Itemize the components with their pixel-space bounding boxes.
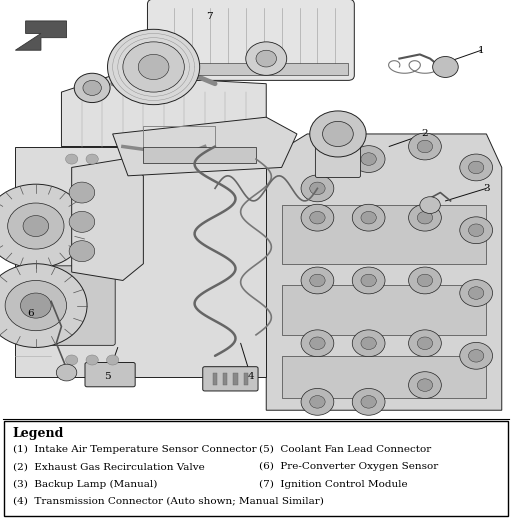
Circle shape bbox=[361, 212, 376, 224]
Circle shape bbox=[468, 224, 484, 237]
Text: 7: 7 bbox=[207, 12, 213, 21]
Circle shape bbox=[83, 81, 101, 96]
Text: 1: 1 bbox=[478, 46, 484, 55]
Bar bbox=[154, 63, 348, 75]
Circle shape bbox=[256, 50, 276, 67]
Circle shape bbox=[417, 140, 433, 153]
Circle shape bbox=[8, 203, 64, 249]
Text: (3)  Backup Lamp (Manual): (3) Backup Lamp (Manual) bbox=[13, 479, 157, 489]
Circle shape bbox=[361, 337, 376, 349]
Circle shape bbox=[5, 280, 67, 331]
Circle shape bbox=[468, 161, 484, 174]
Circle shape bbox=[74, 73, 110, 102]
Circle shape bbox=[69, 182, 95, 203]
Polygon shape bbox=[72, 159, 143, 280]
Circle shape bbox=[352, 267, 385, 294]
Circle shape bbox=[310, 212, 325, 224]
Text: 5: 5 bbox=[104, 372, 111, 381]
Circle shape bbox=[433, 57, 458, 77]
Bar bbox=[233, 372, 238, 385]
Text: 6: 6 bbox=[28, 309, 34, 318]
Circle shape bbox=[460, 154, 493, 181]
Bar bbox=[244, 372, 248, 385]
Circle shape bbox=[460, 342, 493, 369]
Circle shape bbox=[352, 146, 385, 173]
Circle shape bbox=[323, 121, 353, 147]
Circle shape bbox=[310, 111, 366, 157]
Bar bbox=[282, 356, 486, 398]
Bar bbox=[282, 284, 486, 335]
Circle shape bbox=[246, 42, 287, 75]
Circle shape bbox=[417, 212, 433, 224]
Text: (4)  Transmission Connector (Auto shown; Manual Similar): (4) Transmission Connector (Auto shown; … bbox=[13, 497, 324, 505]
Text: (6)  Pre-Converter Oxygen Sensor: (6) Pre-Converter Oxygen Sensor bbox=[259, 462, 438, 471]
Circle shape bbox=[409, 133, 441, 160]
Circle shape bbox=[420, 197, 440, 214]
Circle shape bbox=[468, 287, 484, 300]
Circle shape bbox=[361, 396, 376, 408]
Circle shape bbox=[106, 355, 119, 365]
Circle shape bbox=[310, 274, 325, 287]
Text: (2)  Exhaust Gas Recirculation Valve: (2) Exhaust Gas Recirculation Valve bbox=[13, 462, 205, 471]
Circle shape bbox=[460, 280, 493, 306]
Polygon shape bbox=[113, 117, 297, 176]
Circle shape bbox=[361, 153, 376, 165]
Circle shape bbox=[66, 154, 78, 164]
Circle shape bbox=[0, 184, 87, 268]
Text: 2: 2 bbox=[422, 129, 428, 138]
Circle shape bbox=[417, 379, 433, 392]
Circle shape bbox=[468, 349, 484, 362]
Text: Legend: Legend bbox=[13, 427, 64, 440]
Circle shape bbox=[310, 182, 325, 194]
Bar bbox=[143, 147, 256, 163]
Bar bbox=[282, 205, 486, 264]
Circle shape bbox=[301, 204, 334, 231]
Circle shape bbox=[301, 388, 334, 415]
Circle shape bbox=[352, 330, 385, 357]
Polygon shape bbox=[61, 75, 266, 147]
Bar bbox=[223, 372, 227, 385]
Polygon shape bbox=[15, 147, 266, 376]
Circle shape bbox=[69, 241, 95, 262]
Polygon shape bbox=[266, 134, 502, 410]
Circle shape bbox=[20, 293, 51, 318]
Circle shape bbox=[301, 330, 334, 357]
Circle shape bbox=[460, 217, 493, 244]
Circle shape bbox=[409, 330, 441, 357]
Circle shape bbox=[352, 204, 385, 231]
Circle shape bbox=[409, 372, 441, 398]
Bar bbox=[213, 372, 217, 385]
Text: 3: 3 bbox=[483, 184, 489, 193]
Circle shape bbox=[86, 154, 98, 164]
Circle shape bbox=[69, 212, 95, 232]
Circle shape bbox=[352, 388, 385, 415]
Text: (1)  Intake Air Temperature Sensor Connector: (1) Intake Air Temperature Sensor Connec… bbox=[13, 445, 257, 454]
Text: 4: 4 bbox=[248, 372, 254, 381]
Circle shape bbox=[108, 29, 200, 105]
Circle shape bbox=[417, 337, 433, 349]
FancyBboxPatch shape bbox=[49, 266, 115, 345]
FancyBboxPatch shape bbox=[315, 132, 360, 177]
Circle shape bbox=[0, 264, 87, 347]
Circle shape bbox=[361, 274, 376, 287]
FancyBboxPatch shape bbox=[85, 362, 135, 387]
Circle shape bbox=[56, 364, 77, 381]
Circle shape bbox=[301, 175, 334, 202]
FancyBboxPatch shape bbox=[203, 367, 258, 391]
Text: (5)  Coolant Fan Lead Connector: (5) Coolant Fan Lead Connector bbox=[259, 445, 431, 454]
FancyBboxPatch shape bbox=[147, 0, 354, 81]
Circle shape bbox=[86, 355, 98, 365]
Circle shape bbox=[138, 55, 169, 80]
Circle shape bbox=[301, 267, 334, 294]
Circle shape bbox=[66, 355, 78, 365]
Circle shape bbox=[417, 274, 433, 287]
Circle shape bbox=[409, 204, 441, 231]
Circle shape bbox=[310, 396, 325, 408]
Text: (7)  Ignition Control Module: (7) Ignition Control Module bbox=[259, 479, 407, 489]
Circle shape bbox=[310, 337, 325, 349]
Circle shape bbox=[23, 216, 49, 237]
Polygon shape bbox=[15, 21, 67, 50]
Circle shape bbox=[409, 267, 441, 294]
Circle shape bbox=[123, 42, 184, 92]
